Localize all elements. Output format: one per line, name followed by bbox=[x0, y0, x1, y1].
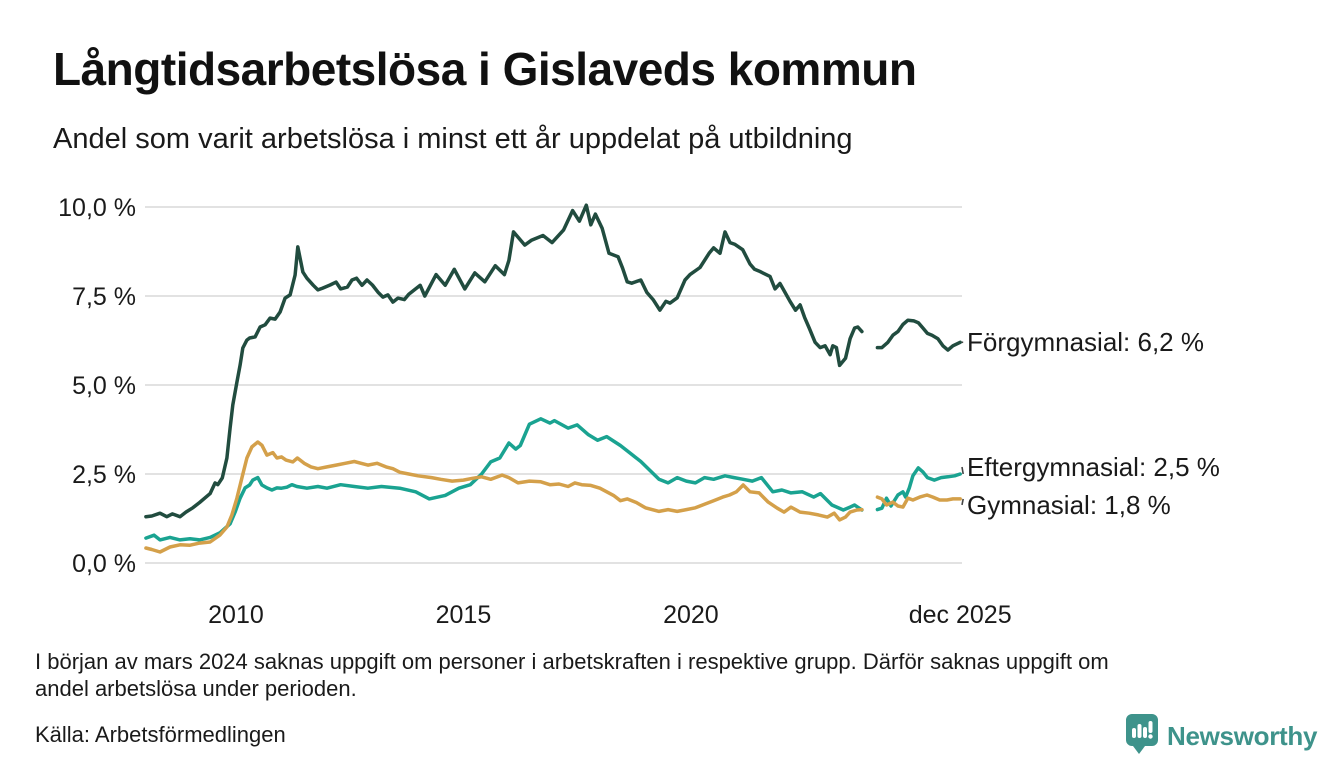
newsworthy-brand: Newsworthy bbox=[1125, 713, 1317, 760]
series-line-gymnasial bbox=[875, 493, 962, 509]
source-text: Källa: Arbetsförmedlingen bbox=[35, 722, 286, 747]
footnote-line-2: andel arbetslösa under perioden. bbox=[35, 676, 357, 701]
series-line-eftergymnasial bbox=[144, 417, 864, 542]
x-tick-label: 2020 bbox=[663, 601, 719, 629]
x-tick-label: 2015 bbox=[436, 601, 492, 629]
y-tick-label: 7,5 % bbox=[72, 283, 136, 311]
y-tick-label: 10,0 % bbox=[58, 194, 136, 222]
chart-title: Långtidsarbetslösa i Gislaveds kommun bbox=[53, 43, 917, 95]
y-tick-label: 5,0 % bbox=[72, 372, 136, 400]
line-chart: 0,0 % 2,5 % 5,0 % 7,5 % 10,0 % 2010 2015 2020 de… bbox=[0, 175, 1340, 630]
unemployment-line-chart-svg: 0,0 % 2,5 % 5,0 % 7,5 % 10,0 % 2010 2015 2020 de… bbox=[58, 194, 1012, 629]
x-tick-label: 2010 bbox=[208, 601, 264, 629]
footnote-line-1: I början av mars 2024 saknas uppgift om … bbox=[35, 649, 1109, 674]
y-tick-label: 2,5 % bbox=[72, 461, 136, 489]
label-connector bbox=[961, 498, 964, 506]
newsworthy-chart-bubble-icon bbox=[1125, 713, 1159, 760]
series-label-gymnasial: Gymnasial: 1,8 % bbox=[967, 489, 1171, 520]
series-label-forgymnasial: Förgymnasial: 6,2 % bbox=[967, 327, 1204, 358]
chart-subtitle: Andel som varit arbetslösa i minst ett å… bbox=[53, 123, 853, 155]
label-connector bbox=[961, 466, 964, 475]
x-tick-label: dec 2025 bbox=[909, 601, 1012, 629]
series-line-förgymnasial bbox=[875, 318, 962, 352]
series-line-förgymnasial bbox=[144, 203, 864, 519]
series-label-eftergymnasial: Eftergymnasial: 2,5 % bbox=[967, 452, 1220, 482]
series-line-gymnasial bbox=[144, 440, 864, 554]
y-tick-label: 0,0 % bbox=[72, 550, 136, 578]
newsworthy-wordmark: Newsworthy bbox=[1167, 721, 1318, 751]
